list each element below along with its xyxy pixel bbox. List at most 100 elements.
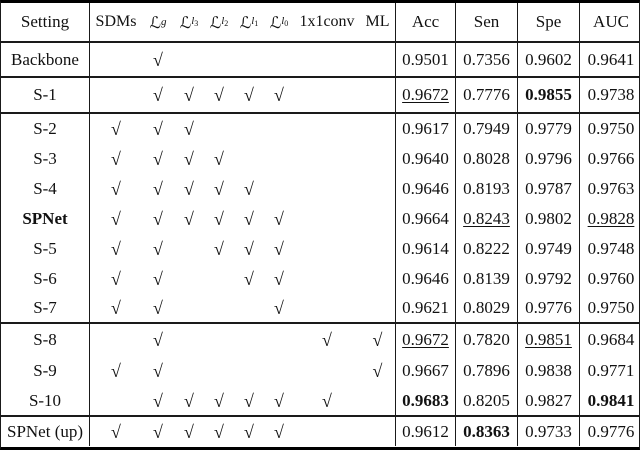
- checkmark-icon: √: [184, 119, 194, 139]
- check-cell: √: [204, 150, 234, 168]
- check-cell: √: [142, 150, 174, 168]
- metric-header-sen: Sen: [456, 3, 518, 41]
- check-cell: √: [234, 180, 264, 198]
- checkmark-icon: √: [244, 269, 254, 289]
- check-cell: √: [204, 86, 234, 104]
- setting-cell: S-3: [1, 144, 90, 174]
- metric-value: 0.9776: [587, 421, 635, 441]
- check-cell: √: [174, 210, 204, 228]
- table-row: S-9 √ √ √ 0.9667 0.7896 0.9838 0.9771: [1, 355, 639, 386]
- metric-value: 0.9748: [587, 239, 635, 258]
- checkmark-icon: √: [184, 179, 194, 199]
- metric-cell: 0.9641: [580, 43, 639, 76]
- setting-header: Setting: [1, 3, 90, 41]
- checkmark-icon: √: [244, 209, 254, 229]
- checkmark-icon: √: [274, 209, 284, 229]
- metric-cell: 0.9614: [396, 234, 456, 264]
- check-cell: √: [142, 331, 174, 349]
- setting-cell: S-6: [1, 264, 90, 294]
- metric-header-auc: AUC: [593, 12, 629, 31]
- check-cell: √: [90, 150, 142, 168]
- metric-value: 0.7776: [463, 85, 510, 104]
- checkmark-icon: √: [214, 390, 224, 411]
- setting-cell: S-1: [1, 78, 90, 112]
- metric-cell: 0.9640: [396, 144, 456, 174]
- metric-cell: 0.9779: [518, 114, 580, 144]
- table-row: S-2 √ √ √ 0.9617 0.7949 0.9779 0.9750: [1, 114, 639, 144]
- metric-value: 0.8193: [463, 179, 510, 198]
- metric-cell: 0.8243: [456, 204, 518, 234]
- metric-cell: 0.9776: [580, 417, 639, 446]
- table-row: S-8 √ √ √ 0.9672 0.7820 0.9851 0.9684: [1, 324, 639, 355]
- metric-value: 0.9855: [525, 85, 572, 104]
- check-cell: √: [294, 331, 360, 349]
- checkmark-icon: √: [153, 360, 163, 381]
- setting-cell: S-9: [1, 355, 90, 386]
- metric-value: 0.8029: [463, 298, 510, 317]
- metric-value: 0.9766: [587, 149, 635, 168]
- setting-cell: SPNet: [1, 204, 90, 234]
- checkmark-icon: √: [322, 329, 332, 350]
- component-checks-block: √ √ √: [90, 294, 396, 322]
- metric-value: 0.8222: [463, 239, 510, 258]
- metric-value: 0.9672: [402, 85, 449, 104]
- check-cell: √: [204, 240, 234, 258]
- metric-value: 0.9641: [587, 49, 635, 69]
- check-cell: √: [90, 180, 142, 198]
- metric-cell: 0.9851: [518, 324, 580, 355]
- metric-cell: 0.9672: [396, 78, 456, 112]
- check-cell: √: [264, 86, 294, 104]
- metric-cell: 0.9763: [580, 174, 639, 204]
- checkmark-icon: √: [111, 298, 121, 318]
- metric-cell: 0.9748: [580, 234, 639, 264]
- metric-value: 0.8363: [463, 421, 510, 441]
- checkmark-icon: √: [111, 269, 121, 289]
- check-cell: √: [142, 86, 174, 104]
- metric-value: 0.9792: [525, 269, 572, 288]
- check-cell: √: [142, 51, 174, 69]
- checkmark-icon: √: [153, 421, 163, 442]
- checkmark-icon: √: [274, 298, 284, 318]
- setting-cell: S-7: [1, 294, 90, 322]
- metric-value: 0.9771: [587, 360, 635, 380]
- check-cell: √: [90, 240, 142, 258]
- metric-value: 0.9501: [402, 49, 449, 69]
- check-cell: √: [174, 423, 204, 441]
- check-cell: √: [174, 392, 204, 410]
- metric-cell: 0.9750: [580, 114, 639, 144]
- checkmark-icon: √: [214, 85, 224, 105]
- metric-cell: 0.9828: [580, 204, 639, 234]
- checkmark-icon: √: [153, 298, 163, 318]
- check-cell: √: [294, 392, 360, 410]
- component-checks-block: √ √ √ √ √: [90, 234, 396, 264]
- checkmark-icon: √: [244, 239, 254, 259]
- checkmark-icon: √: [111, 239, 121, 259]
- check-cell: √: [204, 392, 234, 410]
- checkmark-icon: √: [214, 149, 224, 169]
- checkmark-icon: √: [184, 390, 194, 411]
- metric-cell: 0.8222: [456, 234, 518, 264]
- metric-cell: 0.9646: [396, 174, 456, 204]
- checkmark-icon: √: [111, 119, 121, 139]
- check-cell: √: [204, 180, 234, 198]
- component-checks-block: √ √ √: [90, 114, 396, 144]
- checkmark-icon: √: [111, 360, 121, 381]
- checkmark-icon: √: [274, 269, 284, 289]
- calligraphic-L: ℒ: [149, 12, 162, 32]
- checkmark-icon: √: [111, 179, 121, 199]
- setting-cell: S-5: [1, 234, 90, 264]
- checkmark-icon: √: [184, 149, 194, 169]
- checkmark-icon: √: [153, 239, 163, 259]
- metric-value: 0.9614: [402, 239, 449, 258]
- check-cell: √: [90, 423, 142, 441]
- metric-value: 0.9733: [525, 421, 572, 441]
- check-cell: √: [264, 423, 294, 441]
- metric-value: 0.9750: [587, 119, 635, 138]
- check-cell: √: [142, 240, 174, 258]
- metric-value: 0.8028: [463, 149, 510, 168]
- check-cell: √: [234, 240, 264, 258]
- table-row: S-5 √ √ √ √ √ 0.9614 0.8222 0.9749 0.9748: [1, 234, 639, 264]
- table-row: S-10 √ √ √ √ √ √ 0.9683 0.8205 0.9827 0.9841: [1, 386, 639, 417]
